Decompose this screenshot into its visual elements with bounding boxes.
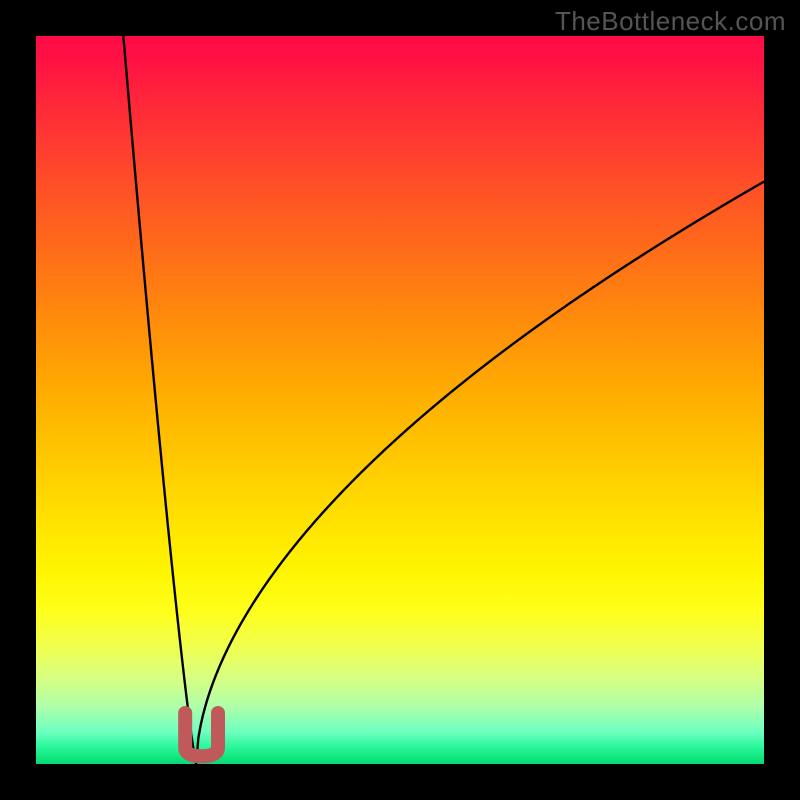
bottleneck-chart [0, 0, 800, 800]
chart-container: TheBottleneck.com [0, 0, 800, 800]
chart-background [36, 36, 764, 764]
watermark-text: TheBottleneck.com [555, 6, 786, 37]
